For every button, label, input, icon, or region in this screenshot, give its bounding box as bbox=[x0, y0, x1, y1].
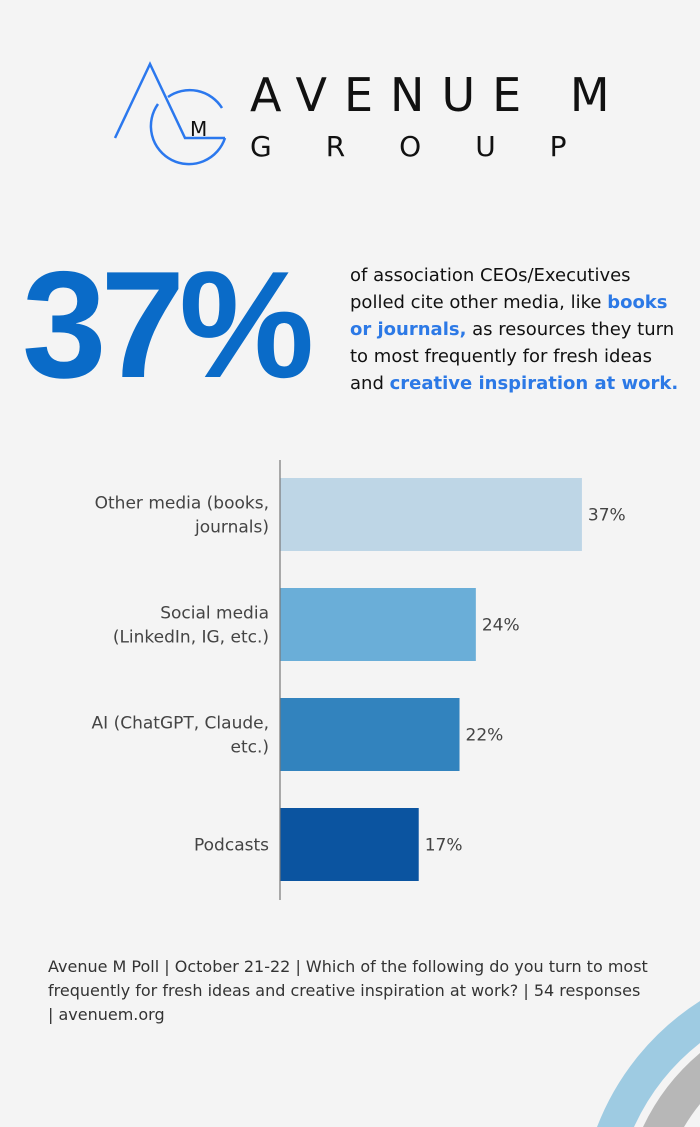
bar bbox=[280, 588, 476, 661]
data-label: 17% bbox=[425, 836, 463, 856]
data-label: 24% bbox=[482, 616, 520, 636]
avenue-m-logo: M bbox=[113, 61, 227, 166]
light-blue-arc bbox=[597, 1001, 700, 1127]
headline-stat: 37% bbox=[22, 240, 314, 410]
category-label: etc.) bbox=[230, 738, 269, 758]
headline-text: of association CEOs/Executives polled ci… bbox=[350, 265, 679, 394]
footer-source: Avenue M Poll | October 21-22 | Which of… bbox=[48, 957, 648, 1024]
category-label: (LinkedIn, IG, etc.) bbox=[113, 628, 269, 648]
category-label: AI (ChatGPT, Claude, bbox=[92, 714, 269, 734]
bar bbox=[280, 808, 419, 881]
bar bbox=[280, 478, 582, 551]
bar bbox=[280, 698, 460, 771]
logo-letter: M bbox=[190, 117, 207, 141]
gray-arc bbox=[643, 1053, 700, 1127]
data-label: 22% bbox=[466, 726, 504, 746]
brand-subtitle: GROUP bbox=[250, 130, 621, 163]
data-label: 37% bbox=[588, 506, 626, 526]
brand-name: AVENUE M bbox=[250, 68, 627, 122]
category-label: Other media (books, bbox=[95, 494, 269, 514]
category-label: Social media bbox=[160, 604, 269, 624]
category-label: Podcasts bbox=[194, 836, 269, 856]
category-label: journals) bbox=[194, 518, 269, 538]
